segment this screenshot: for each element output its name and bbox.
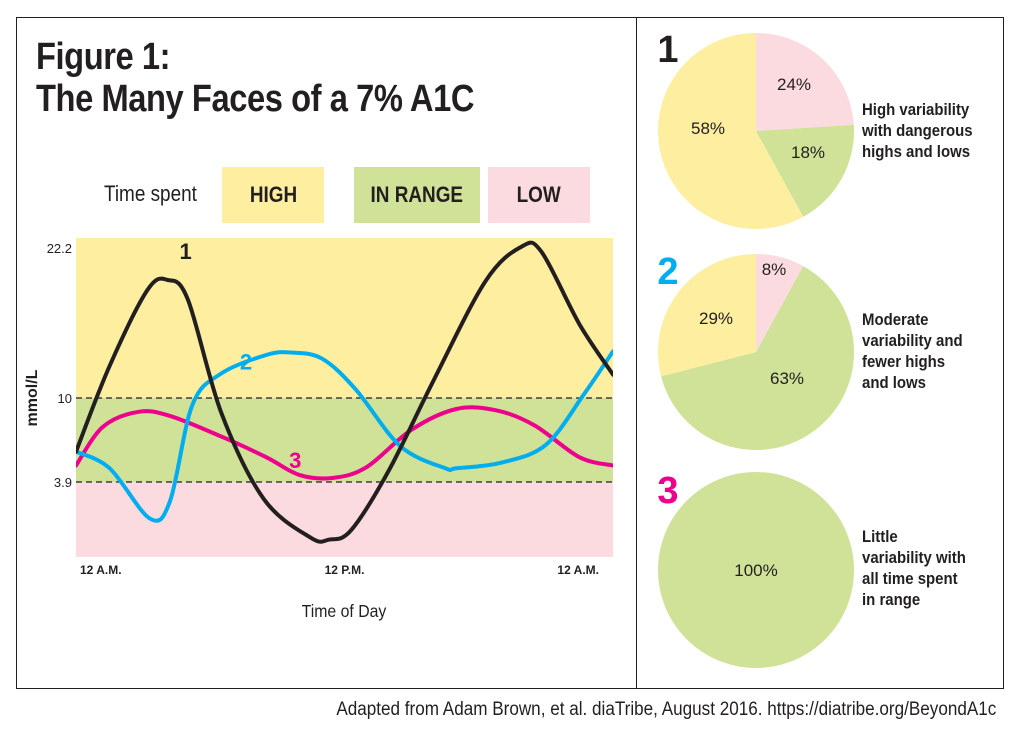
band-low <box>76 482 613 557</box>
legend-item-low: LOW <box>488 167 590 223</box>
y-tick-label: 3.9 <box>54 475 72 490</box>
pie-slice-label: 24% <box>777 75 811 94</box>
pie-number-label: 3 <box>657 470 678 512</box>
pie-slice-label: 8% <box>762 260 787 279</box>
series-label-1: 1 <box>180 239 192 264</box>
x-tick-label: 12 A.M. <box>80 563 122 577</box>
pie-slice-label: 18% <box>791 143 825 162</box>
panel-divider <box>636 17 637 689</box>
pie-3-description: Little variability with all time spent i… <box>862 527 966 609</box>
y-tick-layer: 22.2 10 3.9 <box>47 241 72 490</box>
pie-1-description: High variability with dangerous highs an… <box>862 100 973 161</box>
pie-slice-label: 100% <box>734 561 777 580</box>
band-in-range <box>76 398 613 482</box>
y-tick-label: 22.2 <box>47 241 72 256</box>
pie-chart-1: 24% 18% 58% 1 <box>657 29 855 229</box>
pie-chart-3: 100% 3 <box>657 470 854 668</box>
pie-number-label: 1 <box>657 29 678 71</box>
legend-item-high: HIGH <box>222 167 324 223</box>
x-tick-layer: 12 A.M. 12 P.M. 12 A.M. <box>80 563 599 577</box>
pie-slice-low <box>756 254 804 352</box>
legend-item-in-range: IN RANGE <box>354 167 480 223</box>
series-line-1 <box>76 240 613 544</box>
legend-item-label: IN RANGE <box>370 182 464 207</box>
x-tick-label: 12 A.M. <box>557 563 599 577</box>
figure-title-line2: The Many Faces of a 7% A1C <box>36 78 475 120</box>
pie-slice-label: 58% <box>691 119 725 138</box>
series-label-2: 2 <box>240 350 252 375</box>
y-axis-label: mmol/L <box>24 369 41 426</box>
legend-label: Time spent <box>104 181 197 206</box>
legend-item-label: LOW <box>516 182 562 207</box>
pie-slice-high <box>658 33 804 229</box>
band-high <box>76 238 613 398</box>
legend-item-label: HIGH <box>249 182 297 207</box>
figure-frame <box>16 17 1004 689</box>
pie-slice-in-range <box>661 266 855 450</box>
figure-title-line1: Figure 1: <box>36 36 171 78</box>
pie-slice-label: 63% <box>770 369 804 388</box>
source-citation: Adapted from Adam Brown, et al. diaTribe… <box>335 699 996 720</box>
pie-slice-in-range <box>756 124 855 217</box>
x-tick-label: 12 P.M. <box>325 563 365 577</box>
pie-slice-in-range <box>658 472 854 668</box>
y-tick-label: 10 <box>58 391 72 406</box>
pie-slice-high <box>658 254 756 377</box>
series-line-3 <box>76 405 613 481</box>
series-layer: 1 2 3 <box>76 239 613 544</box>
series-line-2 <box>76 349 613 523</box>
pie-number-label: 2 <box>657 251 678 293</box>
pie-slice-label: 29% <box>699 309 733 328</box>
glucose-line-chart: 1 2 3 22.2 10 3.9 12 A.M. 12 P.M. 12 A.M. mmol… <box>24 238 613 621</box>
series-label-3: 3 <box>289 448 301 473</box>
pie-slice-low <box>756 33 854 131</box>
pie-chart-2: 8% 63% 29% 2 <box>657 251 855 450</box>
figure-title: Figure 1: The Many Faces of a 7% A1C <box>36 36 474 120</box>
pie-2-description: Moderate variability and fewer highs and… <box>862 310 963 392</box>
x-axis-label: Time of Day <box>302 601 387 621</box>
